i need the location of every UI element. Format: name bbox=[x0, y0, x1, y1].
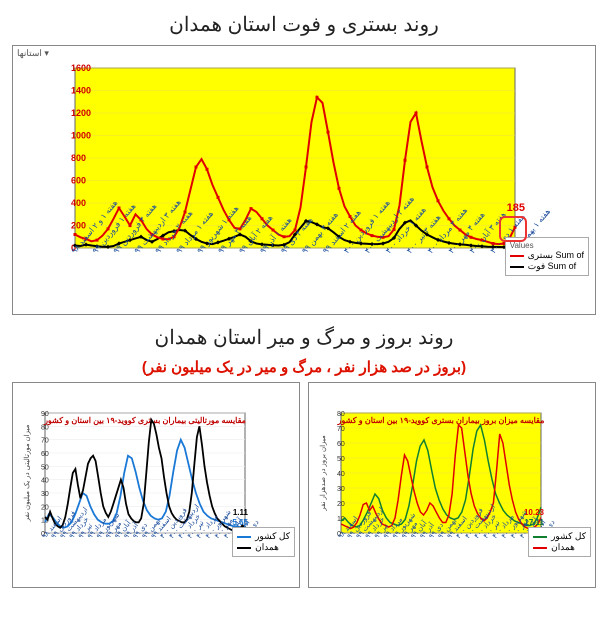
svg-text:800: 800 bbox=[71, 153, 86, 163]
svg-text:30: 30 bbox=[41, 491, 49, 498]
svg-text:1000: 1000 bbox=[71, 131, 91, 141]
subtitle-2: (بروز در صد هزار نفر ، مرگ و میر در یک م… bbox=[12, 358, 596, 376]
svg-text:20: 20 bbox=[337, 501, 345, 508]
svg-text:50: 50 bbox=[41, 464, 49, 471]
callout-box bbox=[499, 216, 527, 242]
svg-text:400: 400 bbox=[71, 198, 86, 208]
row-2: 01020304050607080مقایسه میزان بروز بیمار… bbox=[12, 382, 596, 588]
br-chart-legend: کل کشورهمدان bbox=[232, 527, 295, 557]
svg-text:20: 20 bbox=[41, 504, 49, 511]
svg-text:40: 40 bbox=[41, 478, 49, 485]
bl-chart-panel: 01020304050607080مقایسه میزان بروز بیمار… bbox=[308, 382, 596, 588]
svg-text:600: 600 bbox=[71, 176, 86, 186]
svg-text:میزان مورتالیتی در یک میلیون ن: میزان مورتالیتی در یک میلیون نفر bbox=[23, 424, 31, 522]
br-chart-panel: 0102030405060708090مقایسه مورتالیتی بیما… bbox=[12, 382, 300, 588]
svg-text:70: 70 bbox=[337, 426, 345, 433]
svg-text:مقایسه میزان بروز بیماران بستر: مقایسه میزان بروز بیماران بستری کووید-۱۹… bbox=[337, 416, 545, 426]
svg-text:30: 30 bbox=[337, 486, 345, 493]
svg-text:50: 50 bbox=[337, 456, 345, 463]
bl-chart-legend: کل کشورهمدان bbox=[528, 527, 591, 557]
main-chart-panel: استانها ▾ 02004006008001000120014001600ه… bbox=[12, 45, 596, 315]
svg-text:1.11: 1.11 bbox=[233, 508, 249, 517]
page: روند بستری و فوت استان همدان استانها ▾ 0… bbox=[0, 0, 608, 596]
svg-text:1400: 1400 bbox=[71, 86, 91, 96]
svg-text:میزان بروز در صدهزار نفر: میزان بروز در صدهزار نفر bbox=[319, 435, 327, 512]
svg-text:60: 60 bbox=[337, 441, 345, 448]
title-1: روند بستری و فوت استان همدان bbox=[12, 12, 596, 37]
svg-text:1200: 1200 bbox=[71, 108, 91, 118]
svg-text:80: 80 bbox=[41, 424, 49, 431]
svg-text:1600: 1600 bbox=[71, 63, 91, 73]
callout-value: 185 bbox=[507, 202, 525, 214]
svg-text:70: 70 bbox=[41, 438, 49, 445]
title-2: روند بروز و مرگ و میر استان همدان bbox=[12, 325, 596, 350]
svg-text:40: 40 bbox=[337, 471, 345, 478]
svg-text:60: 60 bbox=[41, 451, 49, 458]
svg-text:200: 200 bbox=[71, 221, 86, 231]
main-chart-legend: ValuesSum of بستریSum of فوت bbox=[505, 237, 589, 276]
svg-text:مقایسه مورتالیتی بیماران بستری: مقایسه مورتالیتی بیماران بستری کووید-۱۹ … bbox=[43, 416, 246, 426]
